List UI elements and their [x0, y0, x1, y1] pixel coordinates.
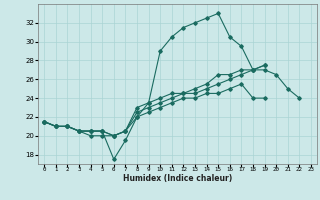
X-axis label: Humidex (Indice chaleur): Humidex (Indice chaleur): [123, 174, 232, 183]
